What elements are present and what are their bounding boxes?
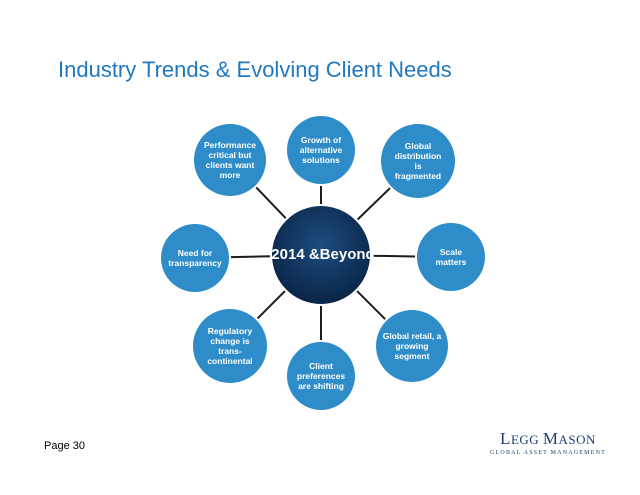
node-label-growth-alternative: Growth of alternative solutions: [299, 135, 343, 165]
page-number: Page 30: [44, 440, 85, 452]
node-label-global-retail: Global retail, a growing segment: [382, 331, 442, 361]
center-label: 2014 & Beyond: [268, 225, 378, 285]
center-circle: [272, 206, 370, 304]
connector-transparency: [230, 255, 271, 259]
center-line-1: 2014 &: [271, 246, 320, 263]
node-circle-performance: [194, 124, 266, 196]
connector-global-distribution: [356, 187, 391, 221]
connector-performance: [255, 186, 287, 219]
node-label-transparency: Need for transparency: [168, 248, 222, 268]
node-label-global-distribution: Global distribution is fragmented: [394, 141, 442, 181]
connector-scale: [371, 254, 416, 258]
legg-mason-logo: LEGG MASON GLOBAL ASSET MANAGEMENT: [488, 429, 608, 456]
node-circle-regulatory: [193, 309, 267, 383]
node-circle-global-distribution: [381, 124, 455, 198]
node-circle-growth-alternative: [287, 116, 355, 184]
node-label-performance: Performance critical but clients want mo…: [204, 140, 256, 180]
node-label-regulatory: Regulatory change is trans- continental: [207, 326, 253, 366]
node-circle-global-retail: [376, 310, 448, 382]
node-label-scale: Scale matters: [435, 247, 467, 267]
connector-regulatory: [256, 290, 286, 320]
logo-tagline: GLOBAL ASSET MANAGEMENT: [490, 450, 606, 456]
connector-global-retail: [356, 290, 386, 320]
logo-wordmark: LEGG MASON: [500, 429, 596, 448]
slide-title: Industry Trends & Evolving Client Needs: [58, 57, 452, 82]
node-label-client-preferences: Client preferences are shifting: [296, 361, 346, 391]
node-circle-client-preferences: [287, 342, 355, 410]
node-circle-scale: [417, 223, 485, 291]
node-circle-transparency: [161, 224, 229, 292]
center-line-2: Beyond: [319, 246, 375, 263]
